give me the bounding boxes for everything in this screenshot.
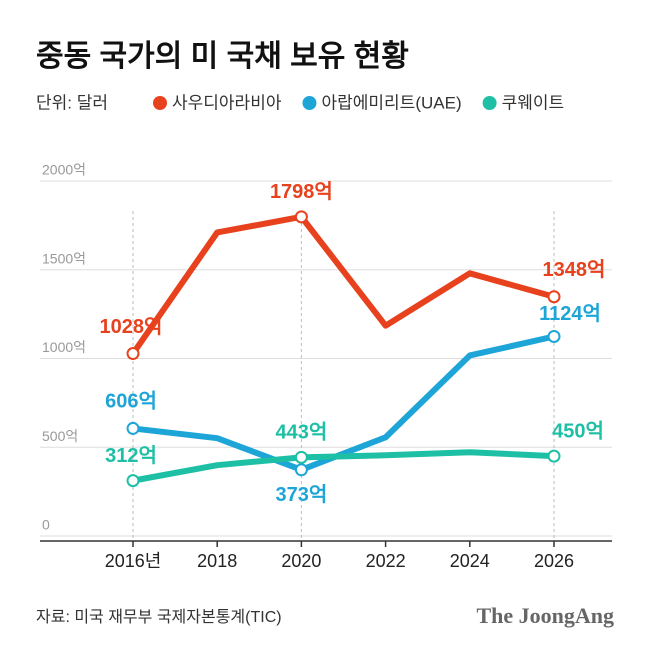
value-label: 606억 [105,390,157,413]
value-label: 1028억 [100,315,163,338]
source: 자료: 미국 재무부 국제자본통계(TIC) [36,608,282,626]
point-marker [547,449,561,463]
legend-swatch [482,96,497,110]
x-tick-label: 2024 [450,551,490,571]
value-label: 1798억 [270,180,333,203]
series-line [132,449,555,484]
y-tick-label: 2000억 [42,162,86,178]
y-tick-label: 0 [42,517,50,533]
legend: 사우디아라비아 아랍에미리트(UAE) 쿠웨이트 [153,93,564,112]
value-label: 1124억 [539,302,601,325]
value-label: 312억 [105,444,157,467]
y-tick-label: 1500억 [42,250,86,266]
plot: 0 500억 1000억 1500억 2000억 2016년 2018 2020 2022 202… [40,162,612,571]
value-label: 443억 [276,421,328,444]
point-marker [126,421,140,435]
legend-swatch [302,96,317,110]
point-marker [547,329,561,343]
point-marker [126,474,140,488]
x-tick-label: 2016년 [105,551,162,571]
legend-label: 쿠웨이트 [502,93,565,112]
unit: 단위: 달러 [36,93,108,112]
x-tick-label: 2020 [281,551,321,571]
chart-title: 중동 국가의 미 국채 보유 현황 [36,40,409,73]
legend-label: 사우디아라비아 [172,93,282,112]
point-marker [294,463,308,477]
x-tick-label: 2018 [197,551,237,571]
point-marker [294,210,308,224]
y-tick-label: 1000억 [42,339,86,355]
value-label: 450억 [552,419,604,442]
point-marker [126,347,140,361]
point-marker [294,450,308,464]
y-tick-label: 500억 [42,428,78,444]
point-marker [547,290,561,304]
legend-label: 아랍에미리트(UAE) [321,93,461,112]
series-line [130,213,555,356]
x-tick-label: 2022 [366,551,406,571]
brand: The JoongAng [476,603,614,628]
legend-swatch [153,96,167,110]
value-label: 1348억 [543,258,606,281]
value-label: 373억 [276,483,328,506]
x-tick-label: 2026 [534,551,574,571]
